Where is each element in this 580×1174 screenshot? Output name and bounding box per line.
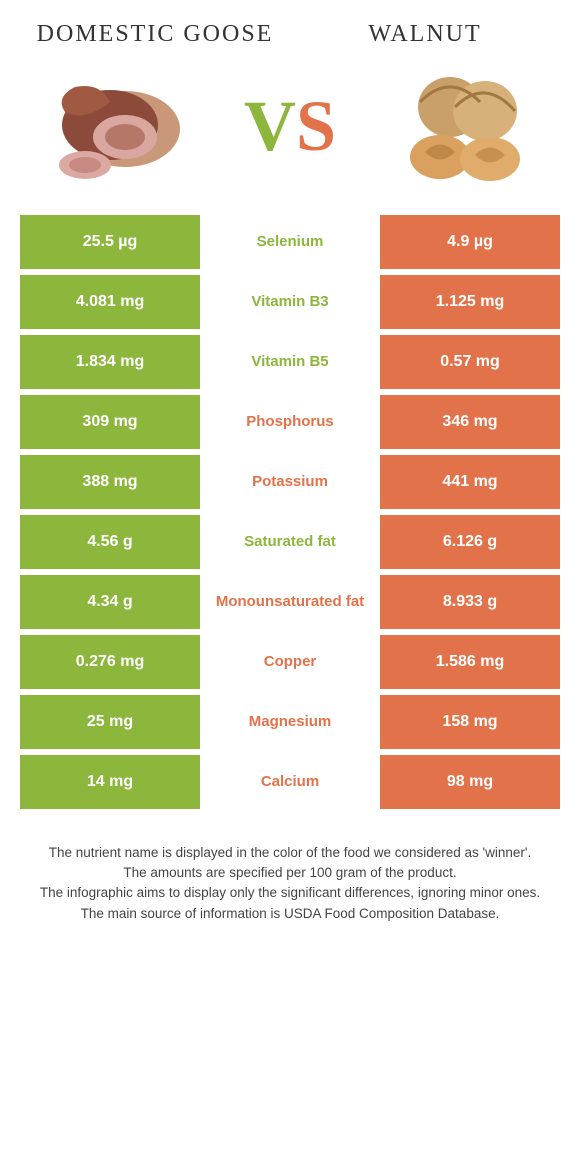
right-value: 346 mg <box>380 395 560 449</box>
left-value: 25 mg <box>20 695 200 749</box>
footer-line: The infographic aims to display only the… <box>34 883 546 903</box>
footer-notes: The nutrient name is displayed in the co… <box>20 815 560 944</box>
right-value: 1.586 mg <box>380 635 560 689</box>
vs-label: VS <box>244 85 336 168</box>
nutrient-name: Calcium <box>200 755 380 809</box>
table-row: 14 mgCalcium98 mg <box>20 755 560 815</box>
table-row: 4.34 gMonounsaturated fat8.933 g <box>20 575 560 635</box>
vs-v: V <box>244 85 296 168</box>
left-food-image <box>30 67 200 187</box>
nutrient-name: Saturated fat <box>200 515 380 569</box>
nutrient-name: Vitamin B5 <box>200 335 380 389</box>
table-row: 25.5 µgSelenium4.9 µg <box>20 215 560 275</box>
table-row: 0.276 mgCopper1.586 mg <box>20 635 560 695</box>
image-row: VS <box>20 67 560 215</box>
left-food-title: Domestic Goose <box>34 20 277 49</box>
footer-line: The nutrient name is displayed in the co… <box>34 843 546 863</box>
table-row: 388 mgPotassium441 mg <box>20 455 560 515</box>
table-row: 25 mgMagnesium158 mg <box>20 695 560 755</box>
left-value: 4.081 mg <box>20 275 200 329</box>
nutrient-name: Potassium <box>200 455 380 509</box>
footer-line: The amounts are specified per 100 gram o… <box>34 863 546 883</box>
table-row: 4.56 gSaturated fat6.126 g <box>20 515 560 575</box>
footer-line: The main source of information is USDA F… <box>34 904 546 924</box>
table-row: 309 mgPhosphorus346 mg <box>20 395 560 455</box>
right-value: 6.126 g <box>380 515 560 569</box>
nutrient-table: 25.5 µgSelenium4.9 µg4.081 mgVitamin B31… <box>20 215 560 815</box>
right-value: 8.933 g <box>380 575 560 629</box>
left-value: 309 mg <box>20 395 200 449</box>
right-food-image <box>380 67 550 187</box>
nutrient-name: Magnesium <box>200 695 380 749</box>
vs-s: S <box>296 85 336 168</box>
right-food-title: Walnut <box>304 20 547 49</box>
left-value: 4.56 g <box>20 515 200 569</box>
left-value: 4.34 g <box>20 575 200 629</box>
left-value: 1.834 mg <box>20 335 200 389</box>
right-value: 4.9 µg <box>380 215 560 269</box>
right-value: 158 mg <box>380 695 560 749</box>
right-value: 0.57 mg <box>380 335 560 389</box>
left-value: 388 mg <box>20 455 200 509</box>
table-row: 1.834 mgVitamin B50.57 mg <box>20 335 560 395</box>
header: Domestic Goose Walnut <box>20 20 560 49</box>
left-value: 0.276 mg <box>20 635 200 689</box>
nutrient-name: Copper <box>200 635 380 689</box>
table-row: 4.081 mgVitamin B31.125 mg <box>20 275 560 335</box>
left-value: 25.5 µg <box>20 215 200 269</box>
nutrient-name: Monounsaturated fat <box>200 575 380 629</box>
nutrient-name: Vitamin B3 <box>200 275 380 329</box>
right-value: 98 mg <box>380 755 560 809</box>
right-value: 441 mg <box>380 455 560 509</box>
nutrient-name: Selenium <box>200 215 380 269</box>
left-value: 14 mg <box>20 755 200 809</box>
nutrient-name: Phosphorus <box>200 395 380 449</box>
right-value: 1.125 mg <box>380 275 560 329</box>
